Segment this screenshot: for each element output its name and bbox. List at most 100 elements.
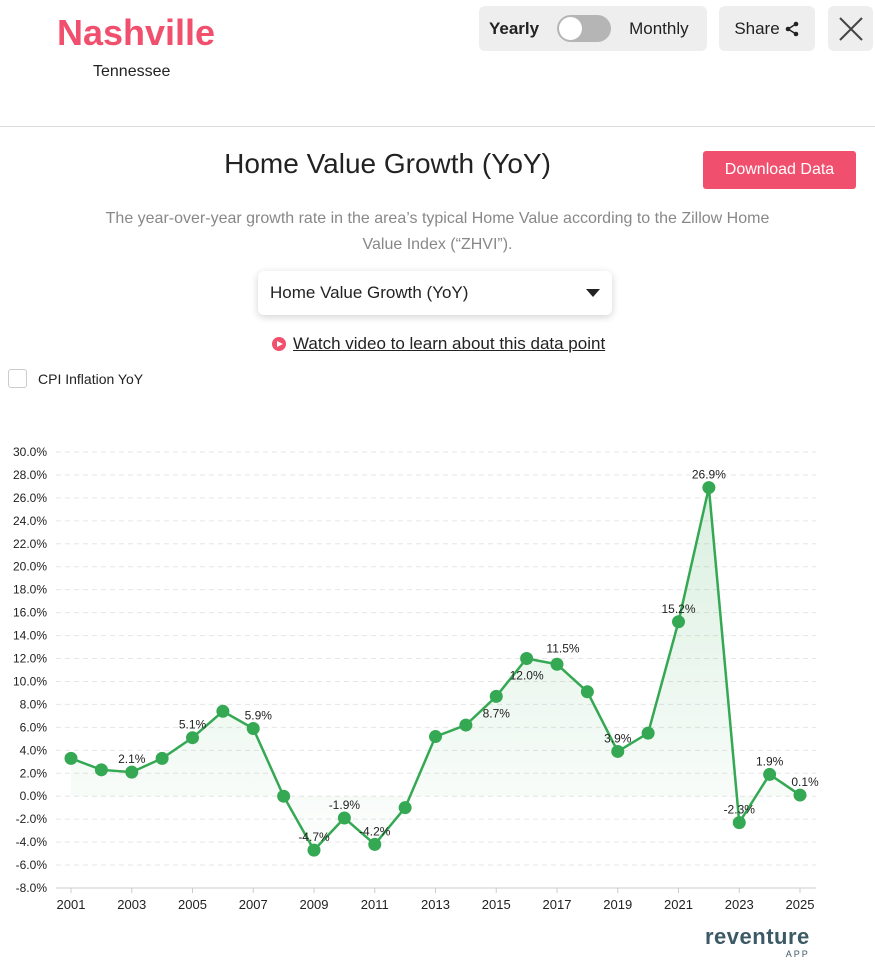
x-tick-label: 2021 [664, 897, 693, 912]
x-tick-label: 2015 [482, 897, 511, 912]
y-tick-label: 0.0% [20, 789, 48, 803]
y-tick-label: 28.0% [13, 468, 47, 482]
share-icon [785, 21, 798, 36]
data-point [611, 744, 625, 758]
data-point [429, 730, 442, 744]
data-point [459, 718, 473, 732]
data-point [763, 767, 777, 781]
data-label: -2.3% [724, 803, 756, 817]
header-divider [0, 126, 875, 127]
data-point [398, 801, 412, 815]
data-label: 11.5% [546, 641, 579, 655]
data-point [732, 816, 746, 830]
data-label: 2.1% [118, 752, 146, 766]
metric-select-value: Home Value Growth (YoY) [270, 283, 469, 302]
y-tick-label: -4.0% [16, 835, 48, 849]
x-tick-label: 2011 [361, 897, 389, 912]
logo-sub: APP [785, 949, 810, 959]
metric-description: The year-over-year growth rate in the ar… [105, 210, 770, 253]
y-tick-label: 16.0% [13, 606, 47, 620]
y-tick-label: 30.0% [13, 445, 47, 459]
toggle-yearly-label: Yearly [489, 18, 540, 38]
data-label: 5.1% [179, 718, 207, 732]
cpi-label: CPI Inflation YoY [38, 370, 144, 387]
x-tick-label: 2005 [178, 897, 207, 912]
cpi-checkbox[interactable] [8, 369, 27, 388]
y-tick-label: 20.0% [13, 560, 47, 574]
logo-name: reventure [705, 924, 810, 949]
state-name: Tennessee [93, 63, 171, 80]
data-point [277, 789, 291, 803]
data-label: 12.0% [510, 669, 544, 683]
y-tick-label: 6.0% [20, 720, 48, 734]
home-value-growth-chart: 30.0% 28.0% 26.0% 24.0% 22.0% 20.0% 18.0% 16.0%… [13, 445, 819, 912]
toggle-switch[interactable] [557, 15, 612, 42]
close-icon [838, 16, 863, 41]
x-tick-label: 2009 [300, 897, 329, 912]
data-point [216, 704, 230, 718]
data-point [793, 788, 807, 802]
y-tick-label: -6.0% [16, 858, 48, 872]
reventure-logo: reventure APP [705, 925, 810, 960]
y-tick-label: 4.0% [20, 743, 48, 757]
data-point [368, 837, 382, 851]
y-tick-label: -2.0% [16, 812, 48, 826]
data-point [641, 726, 655, 740]
data-label: 15.2% [661, 602, 695, 616]
data-label: 8.7% [483, 706, 511, 720]
data-point [307, 843, 321, 857]
city-name: Nashville [57, 12, 216, 53]
x-tick-label: 2003 [117, 897, 146, 912]
y-tick-label: 14.0% [13, 629, 47, 643]
metric-select[interactable]: Home Value Growth (YoY) [258, 271, 612, 315]
y-tick-label: 18.0% [13, 583, 47, 597]
data-point [246, 722, 260, 736]
watch-video-label: Watch video to learn about this data poi… [293, 334, 606, 353]
data-label: -4.2% [359, 824, 391, 838]
cpi-inflation-toggle[interactable]: CPI Inflation YoY [8, 369, 143, 388]
y-tick-label: -8.0% [16, 881, 48, 895]
close-button[interactable] [828, 6, 873, 51]
data-point [580, 685, 594, 699]
data-point [337, 811, 351, 825]
x-tick-label: 2017 [543, 897, 572, 912]
data-point [550, 657, 564, 671]
caret-down-icon [586, 289, 600, 297]
data-label: 5.9% [245, 709, 273, 723]
x-tick-label: 2023 [725, 897, 754, 912]
share-button[interactable]: Share [719, 6, 815, 51]
y-tick-label: 12.0% [13, 652, 47, 666]
x-tick-label: 2001 [57, 897, 86, 912]
x-tick-label: 2025 [786, 897, 815, 912]
data-point [64, 751, 78, 765]
data-point [94, 763, 108, 777]
data-point [186, 731, 199, 745]
frequency-toggle[interactable]: Yearly Monthly [479, 6, 707, 51]
data-point [489, 689, 503, 703]
data-point [672, 615, 685, 629]
data-label: -1.9% [329, 798, 361, 812]
data-label: 3.9% [604, 731, 632, 745]
y-tick-label: 26.0% [13, 491, 47, 505]
toggle-monthly-label: Monthly [629, 18, 689, 38]
download-data-button[interactable]: Download Data [703, 151, 856, 189]
share-label: Share [734, 18, 780, 38]
data-label: 0.1% [791, 775, 819, 789]
data-label: 26.9% [692, 468, 726, 482]
data-point [520, 652, 534, 666]
y-tick-label: 22.0% [13, 537, 47, 551]
y-tick-label: 24.0% [13, 514, 47, 528]
play-icon [272, 337, 286, 351]
y-tick-label: 2.0% [20, 766, 48, 780]
y-tick-label: 10.0% [13, 674, 47, 688]
data-label: 1.9% [756, 754, 784, 768]
series-area [71, 487, 800, 851]
data-label: -4.7% [298, 830, 330, 844]
x-tick-label: 2019 [603, 897, 632, 912]
x-tick-label: 2007 [239, 897, 268, 912]
watch-video-link[interactable]: Watch video to learn about this data poi… [272, 334, 605, 354]
page-title: Home Value Growth (YoY) [224, 148, 551, 179]
data-point [702, 481, 716, 495]
x-tick-label: 2013 [421, 897, 450, 912]
data-point [155, 751, 169, 765]
